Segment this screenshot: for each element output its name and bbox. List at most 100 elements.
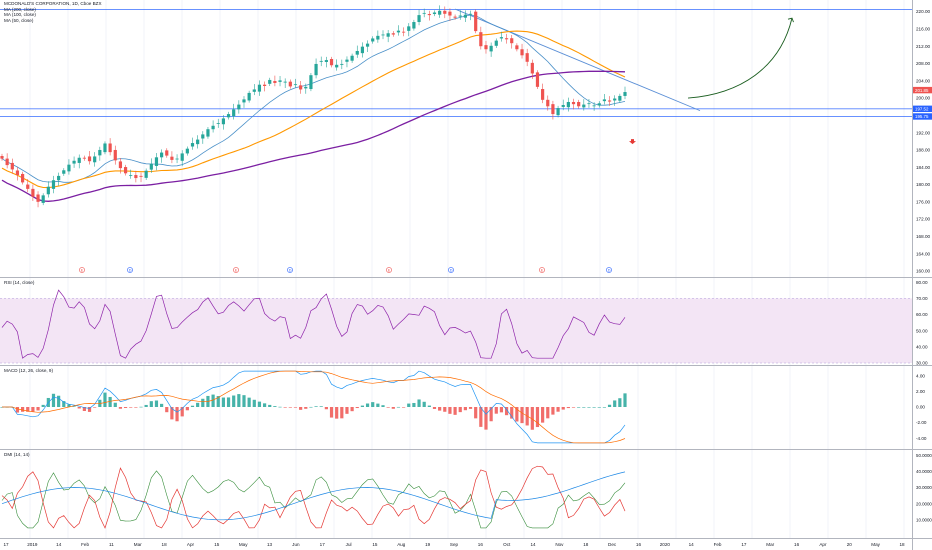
macd-histogram-bar [489, 407, 493, 422]
macd-histogram-bar [329, 407, 334, 418]
candle-body [288, 81, 292, 87]
candle-body [262, 84, 267, 86]
adx-line [1, 471, 626, 521]
price-axis-tick: 192.00 [916, 130, 930, 135]
macd-line [2, 370, 626, 444]
candle-body [247, 92, 251, 101]
macd-histogram-bar [185, 407, 189, 411]
down-arrow-icon [629, 139, 636, 145]
projection-arrow[interactable] [629, 17, 794, 145]
candle-body [479, 32, 483, 47]
rsi-legend[interactable]: RSI (14, close) [4, 280, 35, 285]
macd-histogram-bar [288, 407, 292, 408]
macd-histogram-bar [623, 393, 627, 407]
candle-body [365, 43, 370, 47]
time-axis-tick: 11 [109, 542, 114, 547]
macd-histogram-bar [93, 407, 97, 408]
candle-body [278, 80, 282, 82]
time-axis-tick: 18 [162, 542, 168, 547]
price-tag [913, 105, 932, 113]
macd-histogram-bar [165, 407, 169, 413]
candle-body [314, 63, 318, 76]
candle-body [309, 75, 313, 90]
event-marker-label: D [289, 269, 292, 273]
candle-body [535, 72, 540, 87]
macd-legend[interactable]: MACD (12, 26, close, 9) [4, 368, 54, 373]
macd-histogram-bar [556, 407, 560, 412]
time-axis-tick: 14 [56, 542, 62, 547]
time-axis-tick: 14 [530, 542, 536, 547]
macd-histogram-bar [427, 405, 431, 407]
candle-body [185, 148, 189, 154]
macd-histogram-bar [77, 407, 81, 409]
macd-histogram-bar [618, 398, 622, 407]
price-axis-tick: 168.00 [916, 234, 930, 239]
candle-body [232, 109, 236, 117]
macd-histogram-bar [355, 407, 359, 409]
candle-body [504, 38, 509, 40]
time-axis-tick: 18 [899, 542, 905, 547]
macd-histogram-bar [170, 407, 174, 420]
event-marker [539, 267, 545, 273]
candle-body [458, 15, 462, 17]
macd-histogram-bar [247, 397, 251, 407]
rsi-axis-tick: 80.00 [916, 280, 928, 285]
price-tag-label: 195.75 [915, 114, 929, 119]
candle-body [453, 16, 457, 18]
candle-body [144, 170, 148, 178]
price-tag-label: 197.52 [915, 107, 929, 112]
candle-body [376, 35, 380, 40]
macd-histogram-bar [154, 400, 159, 407]
candle-body [46, 186, 50, 195]
macd-histogram-bar [226, 397, 231, 407]
macd-histogram-bar [566, 407, 570, 409]
candle-body [448, 11, 452, 16]
price-tag [913, 86, 932, 94]
macd-histogram-bar [345, 407, 349, 414]
macd-histogram-bar [546, 407, 550, 419]
candle-body [499, 37, 504, 39]
time-axis-tick: 16 [478, 542, 484, 547]
time-axis-tick: Mar [766, 542, 774, 547]
candle-body [242, 99, 246, 103]
event-marker-label: D [608, 269, 611, 273]
event-marker [386, 267, 392, 273]
candle-body [391, 33, 395, 35]
time-axis-tick: 17 [320, 542, 326, 547]
macd-histogram-bar [407, 403, 411, 407]
dmi-plus-line [1, 470, 626, 529]
price-axis-tick: 216.00 [916, 27, 930, 32]
macd-axis-tick: 0.00 [916, 405, 925, 410]
macd-signal-line [2, 370, 626, 444]
candle-body [129, 175, 133, 176]
time-axis-tick: Feb [81, 542, 89, 547]
time-axis-tick: 20 [847, 542, 853, 547]
candle-body [432, 12, 437, 15]
symbol-title: MCDONALD'S CORPORATION, 1D, Cboe BZX [4, 1, 102, 6]
dmi-legend[interactable]: DMI (14, 14) [4, 452, 30, 457]
macd-histogram-bar [587, 407, 591, 408]
symbol-legend[interactable]: MCDONALD'S CORPORATION, 1D, Cboe BZX MA … [4, 1, 102, 23]
candle-body [551, 104, 555, 115]
time-axis-tick: Jun [292, 542, 300, 547]
macd-histogram-bar [551, 407, 555, 415]
event-marker [233, 267, 239, 273]
event-marker-label: E [541, 269, 544, 273]
time-axis-tick: 13 [267, 542, 273, 547]
candle-body [180, 153, 184, 161]
macd-histogram-bar [613, 400, 617, 407]
candle-body [154, 157, 159, 166]
candle-body [592, 105, 596, 107]
rsi-axis-tick: 70.00 [916, 296, 928, 301]
candle-body [20, 173, 25, 183]
time-axis-tick: 2020 [660, 542, 671, 547]
candle-body [293, 84, 298, 86]
macd-histogram-bar [242, 395, 246, 407]
macd-histogram-bar [283, 407, 287, 408]
macd-histogram-bar [417, 399, 421, 407]
macd-histogram-bar [262, 403, 267, 407]
projection-arrowhead [787, 17, 794, 23]
candle-body [170, 156, 174, 160]
